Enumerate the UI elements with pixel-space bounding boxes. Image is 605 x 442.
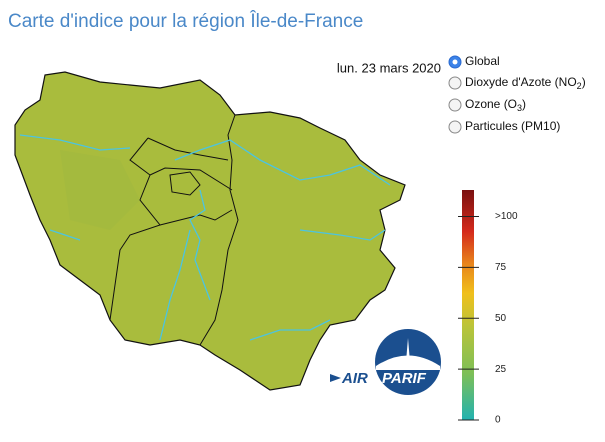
label-part: ) [582,75,586,89]
map [14,71,406,391]
tick-label: 50 [495,313,507,324]
label-part: ) [522,97,526,111]
tick-label: 25 [495,364,507,375]
label-part: Global [465,54,500,68]
tick-label: 75 [495,262,507,273]
radio-dot [452,59,458,65]
tick-label: 0 [495,415,501,426]
logo-text: AIR [341,370,368,387]
radio[interactable] [448,98,462,112]
label-part: Ozone (O [465,97,517,111]
title: Carte d'indice pour la région Île-de-Fra… [8,10,363,32]
logo-text: PARIF [382,370,427,387]
tick-label: >100 [495,211,518,222]
radio-label[interactable]: Global [465,54,500,68]
logo: AIR PARIF [330,329,441,395]
date: lun. 23 mars 2020 [337,60,441,75]
radio-label[interactable]: Dioxyde d'Azote (NO2) [465,75,586,91]
radio[interactable] [448,120,462,134]
label-part: Dioxyde d'Azote (NO [465,75,577,89]
radio-label[interactable]: Particules (PM10) [465,119,560,133]
radio[interactable] [448,76,462,90]
label-part: 2 [577,81,582,91]
radio-label[interactable]: Ozone (O3) [465,97,526,113]
label-part: Particules (PM10) [465,119,560,133]
color-scale [462,190,474,420]
label-part: 3 [517,103,522,113]
